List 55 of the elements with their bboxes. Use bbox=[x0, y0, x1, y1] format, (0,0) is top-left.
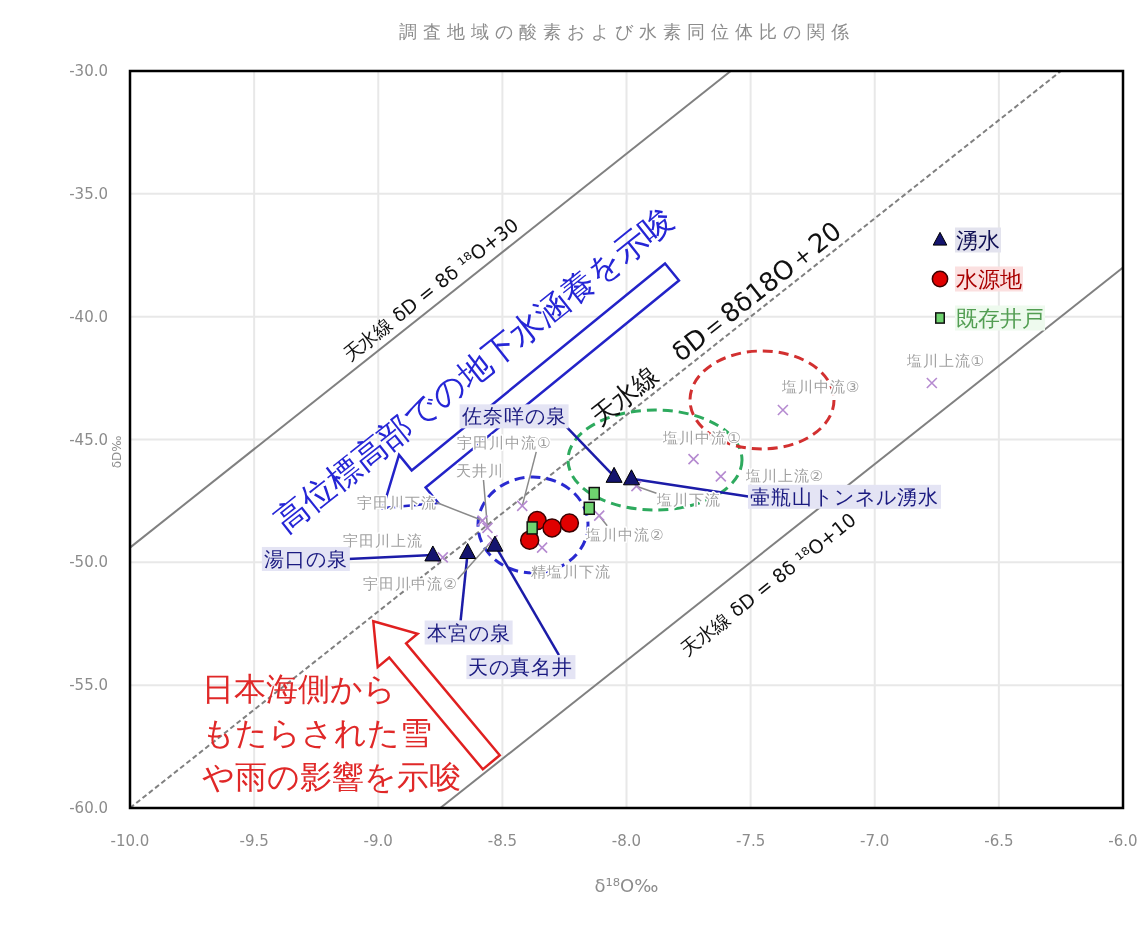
legend-label: 湧水 bbox=[956, 227, 1000, 253]
point bbox=[486, 535, 504, 552]
point bbox=[588, 486, 600, 501]
x-tick-label: -6.0 bbox=[1108, 832, 1138, 850]
y-tick-label: -45.0 bbox=[69, 430, 108, 449]
point bbox=[605, 466, 623, 483]
annotation: 本宮の泉 bbox=[426, 620, 511, 645]
point bbox=[542, 518, 562, 538]
x-tick-label: -9.0 bbox=[363, 832, 393, 850]
x-tick-label: -8.0 bbox=[611, 832, 642, 850]
point bbox=[436, 551, 449, 564]
x-tick-label: -8.5 bbox=[487, 832, 518, 850]
annotation: 塩川中流② bbox=[584, 525, 665, 544]
x-tick-label: -7.0 bbox=[860, 832, 890, 850]
y-tick-label: -35.0 bbox=[69, 184, 108, 203]
point bbox=[715, 470, 727, 483]
point bbox=[593, 509, 605, 522]
annotation: 宇田川中流② bbox=[363, 575, 458, 594]
point bbox=[559, 513, 580, 533]
point bbox=[424, 545, 442, 562]
x-axis-title: δ¹⁸O‰ bbox=[594, 875, 659, 896]
point bbox=[476, 514, 489, 527]
annotation: 塩川中流③ bbox=[780, 378, 861, 397]
point bbox=[516, 500, 529, 512]
annotation: 塩川上流① bbox=[905, 352, 986, 370]
y-tick-label: -60.0 bbox=[69, 799, 108, 817]
legend-label: 水源地 bbox=[956, 266, 1022, 292]
annotation: 湯口の泉 bbox=[263, 546, 348, 571]
point bbox=[926, 377, 938, 389]
y-tick-label: -50.0 bbox=[69, 553, 108, 572]
y-tick-label: -40.0 bbox=[69, 307, 108, 326]
x-tick-label: -9.5 bbox=[239, 832, 269, 850]
y-tick-label: -55.0 bbox=[69, 676, 108, 695]
point bbox=[481, 522, 494, 534]
point bbox=[526, 521, 538, 535]
annotation: 天井川 bbox=[456, 461, 505, 480]
annotation: 佐奈咩の泉 bbox=[461, 404, 567, 429]
x-tick-label: -6.5 bbox=[984, 832, 1014, 850]
annotation: 塩川上流② bbox=[744, 467, 825, 486]
annotation: 日本海側からもたらされた雪や雨の影響を示唆 bbox=[202, 670, 462, 797]
annotation: 壷瓶山トンネル湧水 bbox=[749, 484, 939, 509]
y-tick-label: -30.0 bbox=[69, 62, 108, 80]
annotation: 天の真名井 bbox=[468, 655, 574, 680]
x-tick-label: -10.0 bbox=[110, 832, 150, 850]
legend-label: 既存井戸 bbox=[956, 305, 1044, 331]
point bbox=[630, 480, 643, 492]
point bbox=[777, 404, 789, 416]
x-tick-label: -7.5 bbox=[735, 832, 766, 850]
point bbox=[687, 453, 700, 465]
y-axis-title: δD‰ bbox=[110, 435, 124, 469]
point bbox=[583, 501, 596, 516]
point bbox=[536, 541, 548, 554]
point bbox=[622, 469, 640, 486]
chart-title: 調査地域の酸素および水素同位体比の関係 bbox=[398, 21, 855, 42]
point bbox=[459, 543, 477, 560]
